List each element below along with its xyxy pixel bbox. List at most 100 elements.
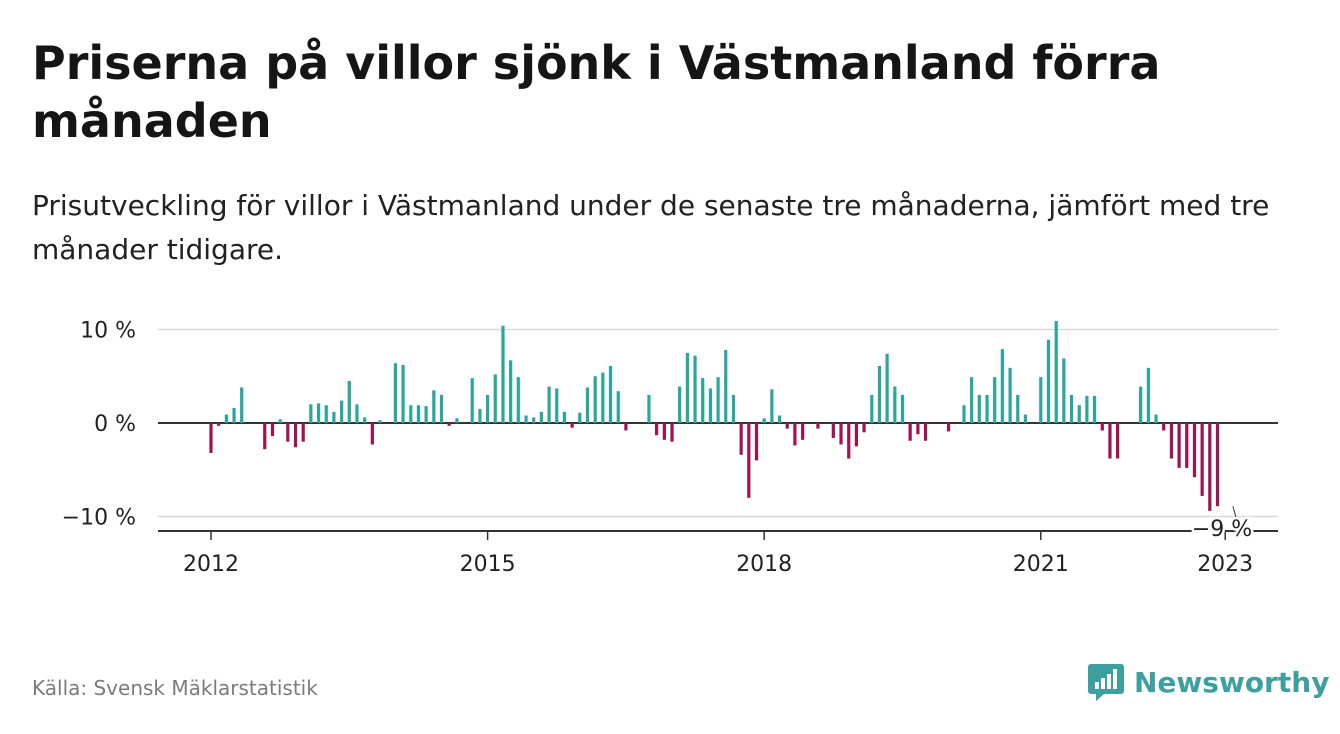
bar (739, 423, 743, 455)
bar (1000, 349, 1004, 423)
bar (893, 386, 897, 423)
bar (793, 423, 797, 446)
source-note: Källa: Svensk Mäklarstatistik (32, 676, 318, 700)
bar (908, 423, 912, 441)
bar (1100, 423, 1104, 431)
bar (731, 394, 736, 423)
bar (785, 423, 789, 429)
bar (1008, 367, 1012, 423)
y-tick-label: 0 % (94, 412, 136, 437)
bar (363, 417, 367, 423)
bar (309, 404, 313, 423)
bar (1208, 423, 1212, 511)
bar (340, 400, 344, 423)
bar (355, 404, 359, 423)
bar (232, 408, 236, 423)
bar (439, 394, 444, 423)
bar (801, 423, 805, 440)
y-tick-label: 10 % (80, 319, 136, 344)
bar (885, 353, 889, 423)
bar (762, 418, 766, 423)
bar (409, 405, 413, 423)
chart-subtitle: Prisutveckling för villor i Västmanland … (32, 189, 1270, 266)
bar (509, 360, 513, 423)
newsworthy-logo-icon (1088, 664, 1124, 701)
bar (947, 423, 951, 432)
bar (1200, 423, 1204, 496)
bar (478, 408, 482, 423)
bar (839, 423, 843, 445)
bar (693, 355, 697, 423)
bar (678, 386, 682, 423)
bar (662, 423, 666, 440)
bar (493, 374, 497, 423)
bar (432, 390, 436, 423)
last-value-annotation: −9 % (1189, 506, 1255, 545)
bar (263, 423, 267, 450)
bar (224, 414, 228, 423)
bar (854, 423, 858, 447)
bar (501, 325, 505, 423)
bar (985, 394, 989, 423)
bar (585, 387, 590, 423)
bar (555, 388, 559, 423)
bar (486, 394, 490, 423)
annotation-leader (1232, 506, 1238, 521)
bar (777, 415, 782, 423)
x-tick-label: 2018 (736, 552, 792, 577)
chart-title: Priserna på villor sjönk i Västmanland f… (32, 36, 1161, 148)
bar (962, 405, 966, 423)
x-tick-label: 2021 (1013, 552, 1069, 577)
bar (608, 365, 613, 423)
bar (831, 423, 835, 438)
bar-series (209, 321, 1220, 511)
bar (270, 423, 275, 437)
bar (424, 406, 428, 423)
bar (1215, 423, 1220, 507)
bar (862, 423, 866, 433)
bar (578, 412, 582, 423)
bar (1154, 414, 1158, 423)
bar (324, 405, 328, 423)
bar (1092, 395, 1097, 423)
bar (1169, 423, 1174, 459)
bar (1192, 423, 1197, 478)
bar (370, 423, 374, 445)
bar (593, 376, 597, 423)
bar (977, 394, 981, 423)
bar (524, 415, 528, 423)
bar (470, 378, 474, 423)
bar (1039, 377, 1043, 423)
bar (624, 423, 628, 431)
bar (754, 423, 759, 461)
bar (877, 365, 882, 423)
bar (1139, 386, 1143, 423)
bar (747, 423, 751, 498)
bar (240, 387, 244, 423)
x-axis: 2012 2015 2018 2021 2023 (158, 530, 1278, 577)
bar (401, 365, 405, 423)
last-value-label: −9 % (1192, 517, 1252, 542)
bar (1077, 405, 1081, 423)
bar (923, 423, 928, 441)
bar (1085, 395, 1089, 423)
bar (1046, 339, 1051, 423)
bar (393, 363, 397, 423)
newsworthy-brand[interactable]: Newsworthy (1088, 660, 1329, 704)
brand-name: Newsworthy (1134, 665, 1330, 699)
bar (532, 417, 536, 423)
bar (286, 423, 290, 442)
bar (616, 391, 620, 423)
bar (655, 423, 659, 436)
bar (1054, 321, 1058, 423)
bar (916, 423, 920, 435)
x-tick-label: 2012 (183, 552, 239, 577)
bar (601, 372, 605, 423)
bar (278, 419, 282, 423)
bar (1023, 414, 1028, 423)
bar (993, 377, 997, 423)
bar (293, 423, 298, 448)
bar (670, 423, 674, 442)
bar (332, 411, 336, 423)
bar (416, 405, 421, 423)
